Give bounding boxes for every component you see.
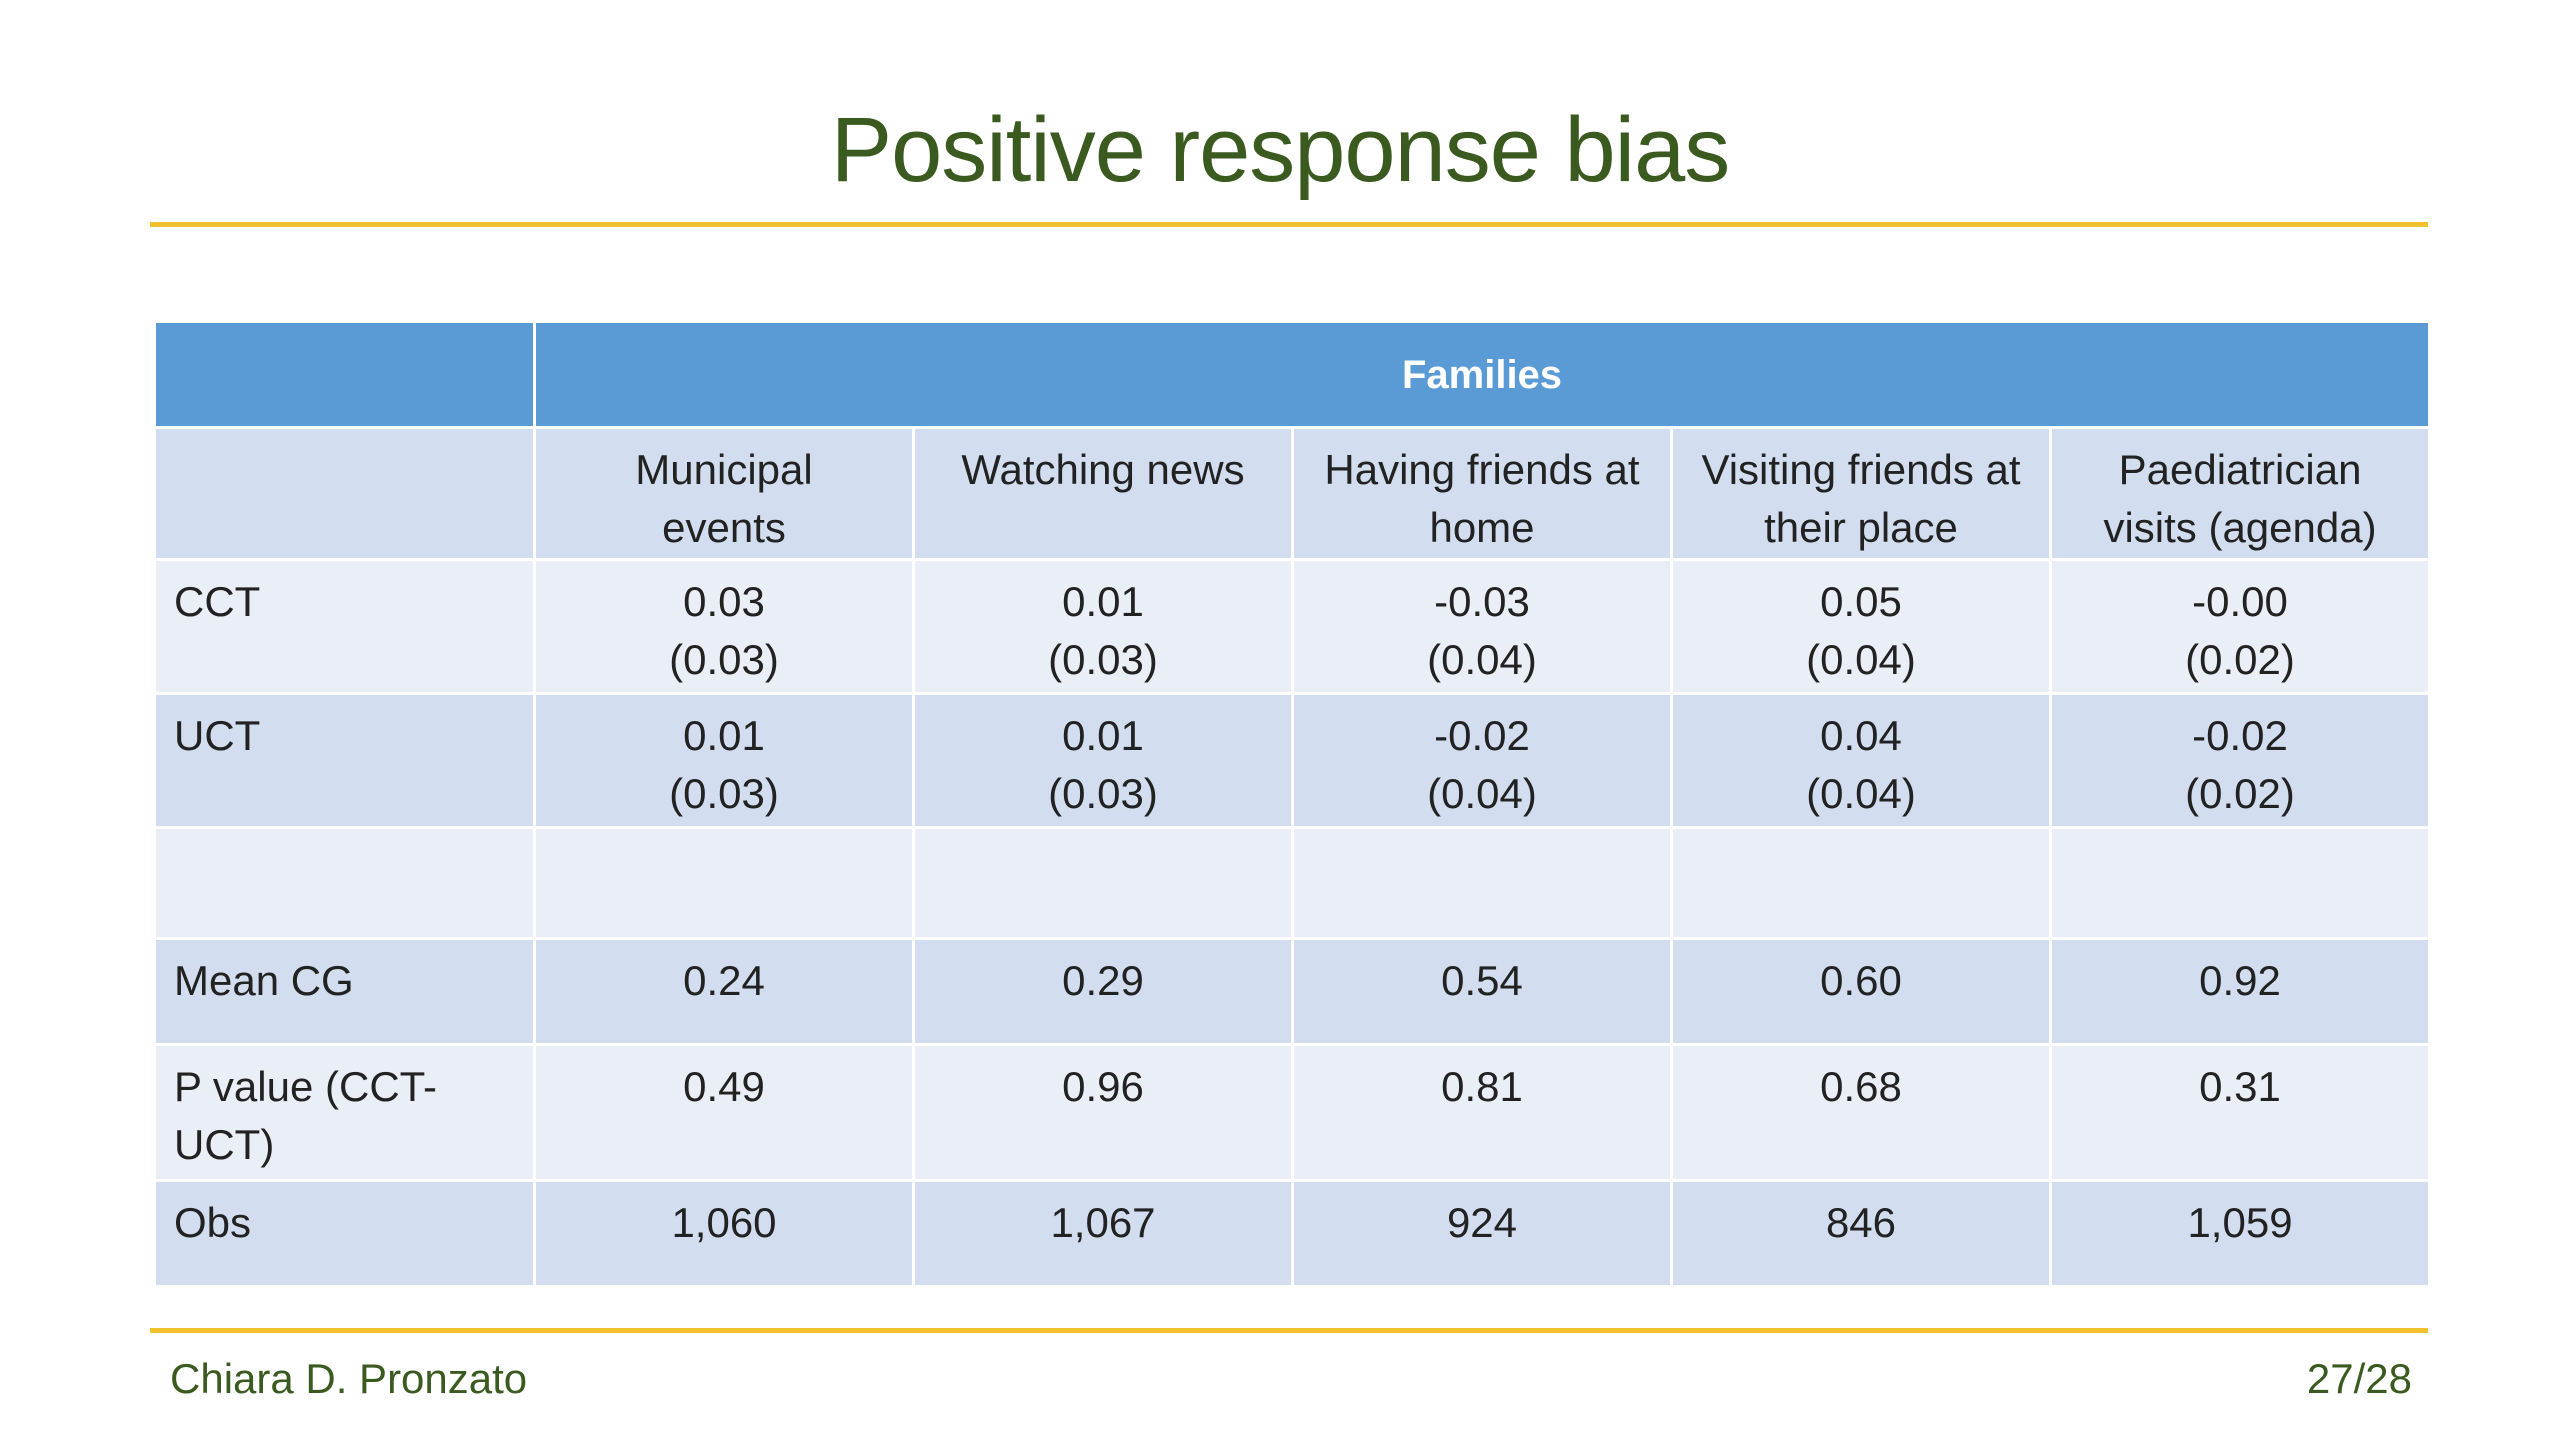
column-header-municipal-events: Municipal events (533, 426, 915, 561)
page-number: 27/28 (2306, 1355, 2412, 1402)
p-value-cell: 0.81 (1291, 1043, 1673, 1182)
mean-cg-cell: 0.24 (533, 937, 915, 1046)
empty-cell (153, 826, 536, 940)
mean-cg-cell: 0.60 (1670, 937, 2052, 1046)
table-header-row: Families (153, 320, 2432, 429)
column-header-visiting-friends: Visiting friends at their place (1670, 426, 2052, 561)
empty-cell (912, 826, 1294, 940)
mean-cg-cell: 0.92 (2048, 937, 2432, 1046)
subheader-corner-cell (153, 426, 536, 561)
empty-cell (1291, 826, 1673, 940)
uct-cell: 0.04 (0.04) (1670, 692, 2052, 829)
row-label-obs: Obs (153, 1179, 536, 1288)
empty-cell (2048, 826, 2432, 940)
uct-cell: 0.01 (0.03) (912, 692, 1294, 829)
column-header-paediatrician-visits: Paediatrician visits (agenda) (2048, 426, 2432, 561)
table-row-p-value: P value (CCT- UCT) 0.49 0.96 0.81 0.68 0… (153, 1043, 2432, 1182)
uct-cell: -0.02 (0.02) (2048, 692, 2432, 829)
row-label-cct: CCT (153, 558, 536, 695)
p-value-cell: 0.96 (912, 1043, 1294, 1182)
column-header-row: Municipal events Watching news Having fr… (153, 426, 2432, 561)
p-value-cell: 0.49 (533, 1043, 915, 1182)
column-header-having-friends-at-home: Having friends at home (1291, 426, 1673, 561)
row-label-mean-cg: Mean CG (153, 937, 536, 1046)
slide-title: Positive response bias (830, 99, 1731, 201)
mean-cg-cell: 0.29 (912, 937, 1294, 1046)
cct-cell: -0.00 (0.02) (2048, 558, 2432, 695)
obs-cell: 924 (1291, 1179, 1673, 1288)
families-group-header: Families (532, 320, 2432, 429)
p-value-cell: 0.31 (2048, 1043, 2432, 1182)
cct-cell: 0.01 (0.03) (912, 558, 1294, 695)
obs-cell: 1,067 (912, 1179, 1294, 1288)
title-divider (150, 222, 2428, 227)
cct-cell: -0.03 (0.04) (1291, 558, 1673, 695)
uct-cell: 0.01 (0.03) (533, 692, 915, 829)
table-row-uct: UCT 0.01 (0.03) 0.01 (0.03) -0.02 (0.04)… (153, 692, 2432, 829)
results-table: Families Municipal events Watching news … (153, 320, 2432, 1288)
empty-cell (533, 826, 915, 940)
obs-cell: 1,059 (2048, 1179, 2432, 1288)
footer-author: Chiara D. Pronzato (170, 1355, 528, 1402)
p-value-cell: 0.68 (1670, 1043, 2052, 1182)
cct-cell: 0.03 (0.03) (533, 558, 915, 695)
cct-cell: 0.05 (0.04) (1670, 558, 2052, 695)
mean-cg-cell: 0.54 (1291, 937, 1673, 1046)
p-value-label-line2: UCT) (174, 1121, 275, 1168)
obs-cell: 1,060 (533, 1179, 915, 1288)
p-value-label-line1: P value (CCT- (174, 1063, 437, 1110)
table-row-spacer (153, 826, 2432, 940)
footer-divider (150, 1328, 2428, 1333)
table-row-obs: Obs 1,060 1,067 924 846 1,059 (153, 1179, 2432, 1288)
table-row-mean-cg: Mean CG 0.24 0.29 0.54 0.60 0.92 (153, 937, 2432, 1046)
obs-cell: 846 (1670, 1179, 2052, 1288)
uct-cell: -0.02 (0.04) (1291, 692, 1673, 829)
table-row-cct: CCT 0.03 (0.03) 0.01 (0.03) -0.03 (0.04)… (153, 558, 2432, 695)
header-corner-cell (153, 320, 536, 429)
empty-cell (1670, 826, 2052, 940)
row-label-uct: UCT (153, 692, 536, 829)
column-header-watching-news: Watching news (912, 426, 1294, 561)
row-label-p-value: P value (CCT- UCT) (153, 1043, 536, 1182)
